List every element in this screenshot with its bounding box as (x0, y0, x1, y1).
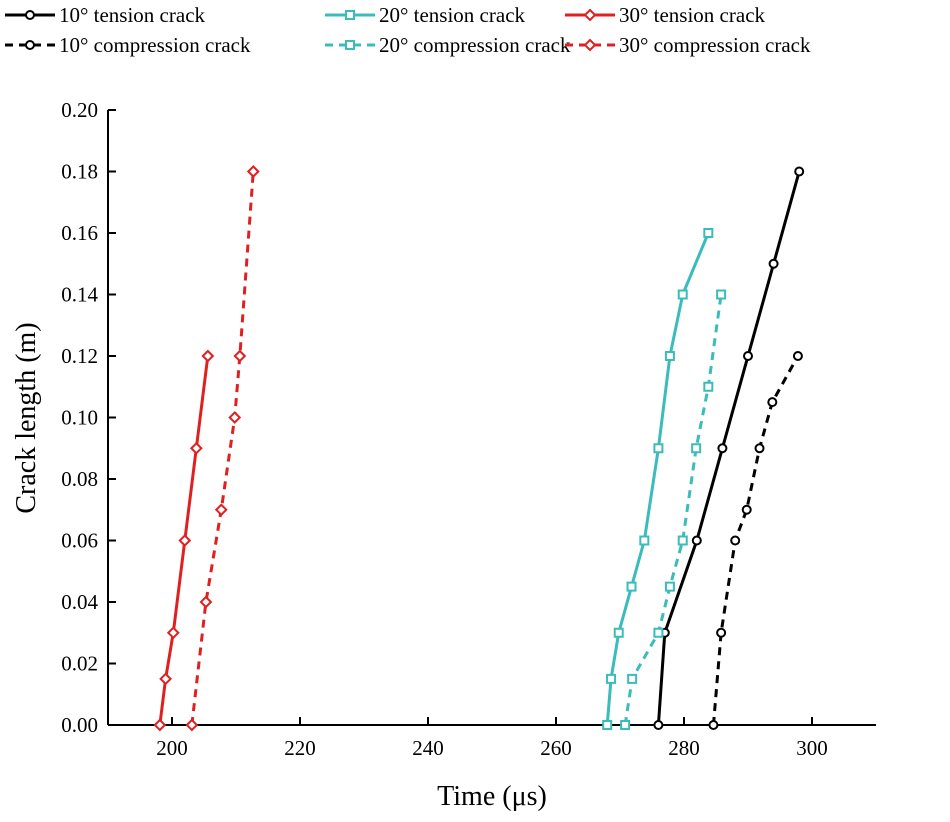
legend-item: 20° compression crack (325, 33, 571, 57)
data-point (653, 443, 664, 454)
legend-marker (345, 10, 355, 20)
legend-item: 20° tension crack (325, 3, 526, 27)
series-line (158, 355, 210, 726)
data-point (602, 720, 613, 730)
legend-marker (583, 38, 597, 52)
data-point (246, 165, 260, 178)
data-point (199, 595, 213, 609)
data-point (743, 351, 753, 361)
data-point (201, 349, 215, 363)
data-point (730, 535, 741, 546)
legend-label: 10° tension crack (59, 3, 206, 27)
data-point (716, 289, 727, 300)
legend-item: 30° compression crack (565, 33, 811, 57)
series-10-tension-crack (653, 166, 805, 730)
data-point (228, 411, 242, 424)
series-line (623, 294, 723, 726)
data-point (153, 718, 167, 732)
data-point (794, 166, 805, 177)
data-point (178, 534, 192, 547)
data-point (677, 535, 688, 546)
y-tick-label: 0.06 (61, 529, 98, 553)
y-tick-label: 0.18 (61, 160, 98, 184)
data-point (627, 673, 638, 684)
y-tick-label: 0.16 (61, 221, 98, 245)
data-point (166, 626, 180, 640)
legend-marker (583, 8, 597, 22)
x-tick-label: 240 (412, 736, 444, 760)
x-tick-label: 300 (796, 736, 828, 760)
y-tick-label: 0.12 (61, 344, 98, 368)
data-point (754, 443, 765, 454)
data-point (189, 441, 203, 455)
data-point (664, 351, 675, 361)
axes: 0.00 0.02 0.04 0.06 0.08 0.10 0.12 0.14 0.16 0.18… (61, 98, 876, 760)
data-point (703, 228, 714, 238)
data-point (691, 443, 702, 454)
series-line (190, 171, 255, 726)
legend-item: 10° tension crack (5, 3, 206, 27)
legend-label: 10° compression crack (59, 33, 251, 57)
legend-item: 30° tension crack (565, 3, 766, 27)
data-point (233, 349, 247, 363)
data-point (792, 351, 803, 361)
data-point (677, 289, 688, 300)
legend-label: 30° tension crack (619, 3, 766, 27)
x-tick-label: 260 (540, 736, 572, 760)
x-tick-label: 200 (156, 736, 188, 760)
data-point (741, 504, 752, 515)
x-axis-label: Time (μs) (437, 781, 547, 812)
series-20-tension-crack (602, 228, 714, 730)
plot-area (153, 165, 805, 732)
data-point (214, 503, 228, 517)
data-point (653, 720, 664, 730)
data-point (653, 627, 664, 638)
y-tick-label: 0.04 (61, 590, 98, 614)
data-point (664, 581, 675, 592)
legend-marker (25, 40, 35, 50)
series-20-compression-crack (620, 289, 727, 730)
series-30-tension-crack (153, 349, 215, 732)
series-10-compression-crack (708, 351, 803, 730)
legend: 10° tension crack 20° tension crack 30° te… (5, 3, 811, 57)
data-point (613, 627, 624, 638)
y-axis-label: Crack length (m) (11, 322, 42, 513)
data-point (159, 672, 173, 686)
data-point (767, 397, 778, 408)
legend-label: 20° tension crack (379, 3, 526, 27)
y-tick-label: 0.10 (61, 406, 98, 430)
data-point (703, 381, 714, 392)
data-point (185, 718, 199, 732)
legend-marker (25, 10, 35, 20)
y-tick-label: 0.08 (61, 467, 98, 491)
series-line (656, 171, 801, 726)
data-point (708, 720, 719, 730)
data-point (620, 720, 631, 730)
y-tick-label: 0.14 (61, 283, 98, 307)
data-point (717, 443, 728, 454)
y-tick-label: 0.20 (61, 98, 98, 122)
legend-label: 20° compression crack (379, 33, 571, 57)
data-point (768, 258, 779, 269)
data-point (716, 627, 727, 638)
series-line (711, 355, 800, 726)
data-point (639, 535, 650, 546)
legend-item: 10° compression crack (5, 33, 251, 57)
y-tick-label: 0.00 (61, 713, 98, 737)
data-point (626, 581, 637, 592)
x-tick-label: 280 (668, 736, 700, 760)
y-tick-label: 0.02 (61, 652, 98, 676)
data-point (691, 535, 702, 546)
data-point (606, 673, 617, 684)
legend-label: 30° compression crack (619, 33, 811, 57)
series-30-compression-crack (185, 165, 260, 732)
x-tick-label: 220 (284, 736, 316, 760)
legend-marker (345, 40, 355, 50)
